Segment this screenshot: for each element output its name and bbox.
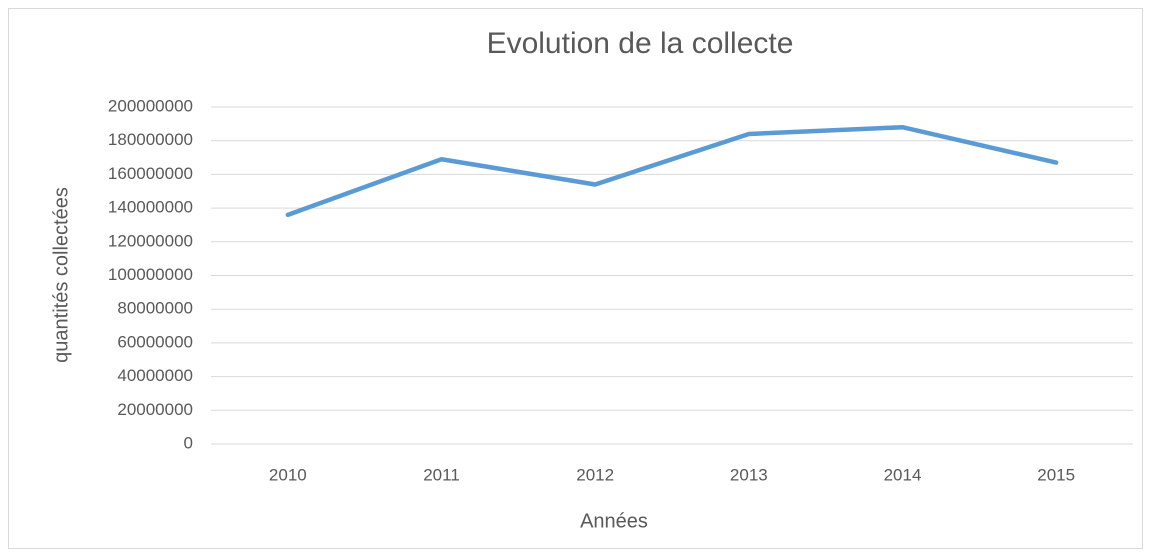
chart-title: Evolution de la collecte xyxy=(487,27,794,60)
y-tick-label: 60000000 xyxy=(117,332,193,351)
y-tick-label: 80000000 xyxy=(117,299,193,318)
y-tick-label: 180000000 xyxy=(108,130,193,149)
y-tick-label: 120000000 xyxy=(108,231,193,250)
x-tick-label: 2015 xyxy=(1037,465,1075,484)
y-tick-label: 160000000 xyxy=(108,164,193,183)
x-tick-label: 2013 xyxy=(730,465,768,484)
x-axis-title: Années xyxy=(580,510,648,532)
y-tick-label: 140000000 xyxy=(108,198,193,217)
y-tick-label: 40000000 xyxy=(117,366,193,385)
x-tick-label: 2012 xyxy=(576,465,614,484)
y-tick-label: 0 xyxy=(184,433,193,452)
y-tick-label: 20000000 xyxy=(117,400,193,419)
y-tick-label: 100000000 xyxy=(108,265,193,284)
y-tick-label: 200000000 xyxy=(108,96,193,115)
x-tick-label: 2011 xyxy=(423,465,460,484)
y-axis-title: quantités collectées xyxy=(50,187,72,363)
x-tick-label: 2014 xyxy=(884,465,922,484)
data-line xyxy=(285,124,1059,218)
x-tick-label: 2010 xyxy=(269,465,307,484)
chart-frame xyxy=(8,8,1143,549)
